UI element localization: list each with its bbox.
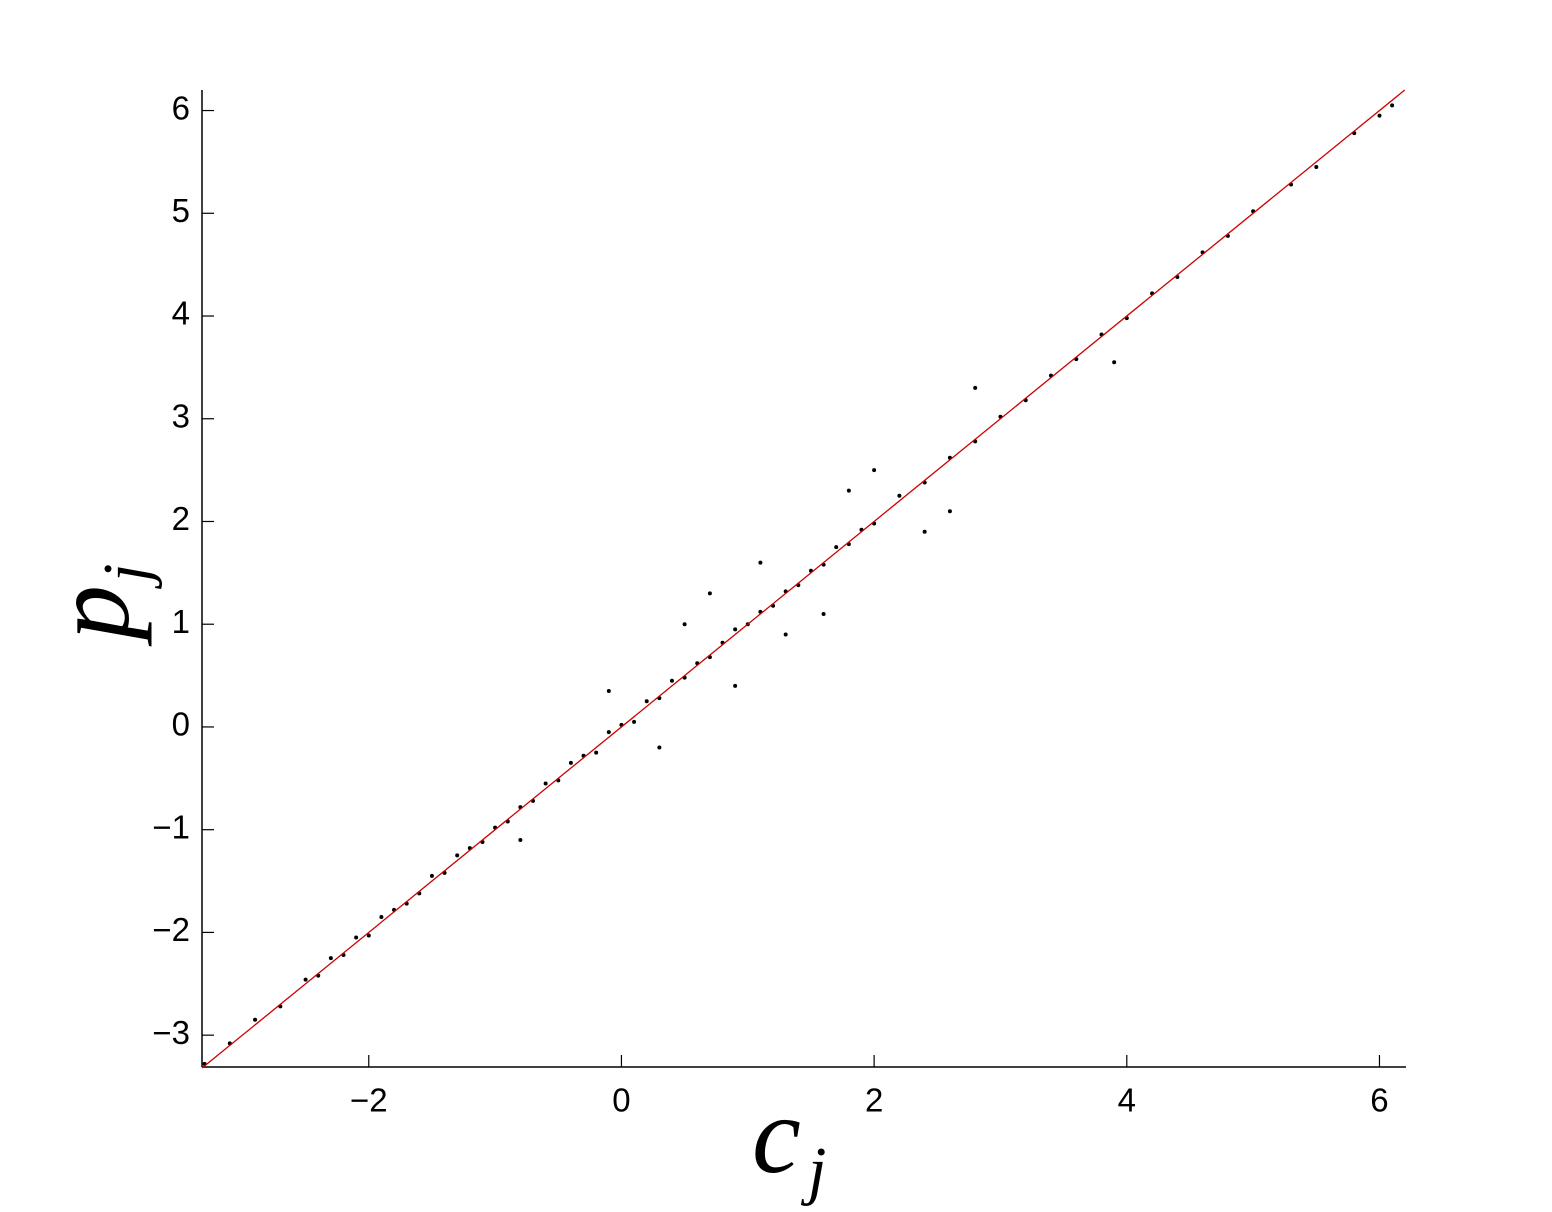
y-axis-label: p	[30, 585, 152, 647]
x-tick-label: 4	[1118, 1082, 1136, 1119]
scatter-point	[1377, 113, 1382, 118]
x-tick-label: −2	[350, 1082, 388, 1119]
scatter-point	[846, 488, 851, 493]
scatter-point	[594, 750, 599, 755]
scatter-point	[632, 719, 637, 724]
scatter-point	[568, 760, 573, 765]
y-tick-label: 0	[172, 706, 190, 743]
scatter-point	[1314, 165, 1319, 170]
reference-line	[201, 89, 1406, 1069]
scatter-point	[922, 529, 927, 534]
x-tick-label: 2	[865, 1082, 883, 1119]
scatter-point	[1112, 360, 1117, 365]
scatter-point	[1390, 103, 1395, 108]
scatter-point	[606, 730, 611, 735]
scatter-point	[253, 1017, 258, 1022]
scatter-point	[644, 699, 649, 704]
scatter-point	[783, 632, 788, 637]
scatter-point	[354, 935, 359, 940]
scatter-point	[455, 853, 460, 858]
y-tick-label: 3	[172, 397, 190, 434]
scatter-point	[543, 781, 548, 786]
y-tick-label: −2	[152, 911, 190, 948]
scatter-point	[834, 545, 839, 550]
scatter-point	[518, 837, 523, 842]
scatter-point	[379, 915, 384, 920]
y-tick-label: 5	[172, 192, 190, 229]
scatter-point	[707, 591, 712, 596]
scatter-point	[897, 493, 902, 498]
scatter-point	[328, 956, 333, 961]
x-tick-label: 0	[612, 1082, 630, 1119]
y-tick-label: 2	[172, 500, 190, 537]
scatter-point	[872, 468, 877, 473]
x-axis-label-sub: j	[800, 1134, 826, 1207]
y-axis-label-group: p j	[30, 564, 163, 647]
scatter-point	[682, 622, 687, 627]
x-tick-label: 6	[1370, 1082, 1388, 1119]
scatter-point	[429, 873, 434, 878]
scatter-point	[821, 611, 826, 616]
scatter-point	[606, 688, 611, 693]
y-tick-label: 1	[172, 603, 190, 640]
scatter-point	[733, 683, 738, 688]
y-tick-label: 4	[172, 295, 190, 332]
scatter-point	[973, 385, 978, 390]
scatter-point	[947, 509, 952, 514]
y-tick-label: 6	[172, 89, 190, 126]
scatter-point	[758, 560, 763, 565]
scatter-point	[733, 627, 738, 632]
y-tick-label: −1	[152, 808, 190, 845]
scatter-point	[657, 745, 662, 750]
scatter-point	[303, 977, 308, 982]
scatter-point	[669, 678, 674, 683]
y-tick-label: −3	[152, 1014, 190, 1051]
x-axis-label: c	[752, 1074, 801, 1196]
scatter-point	[366, 933, 371, 938]
